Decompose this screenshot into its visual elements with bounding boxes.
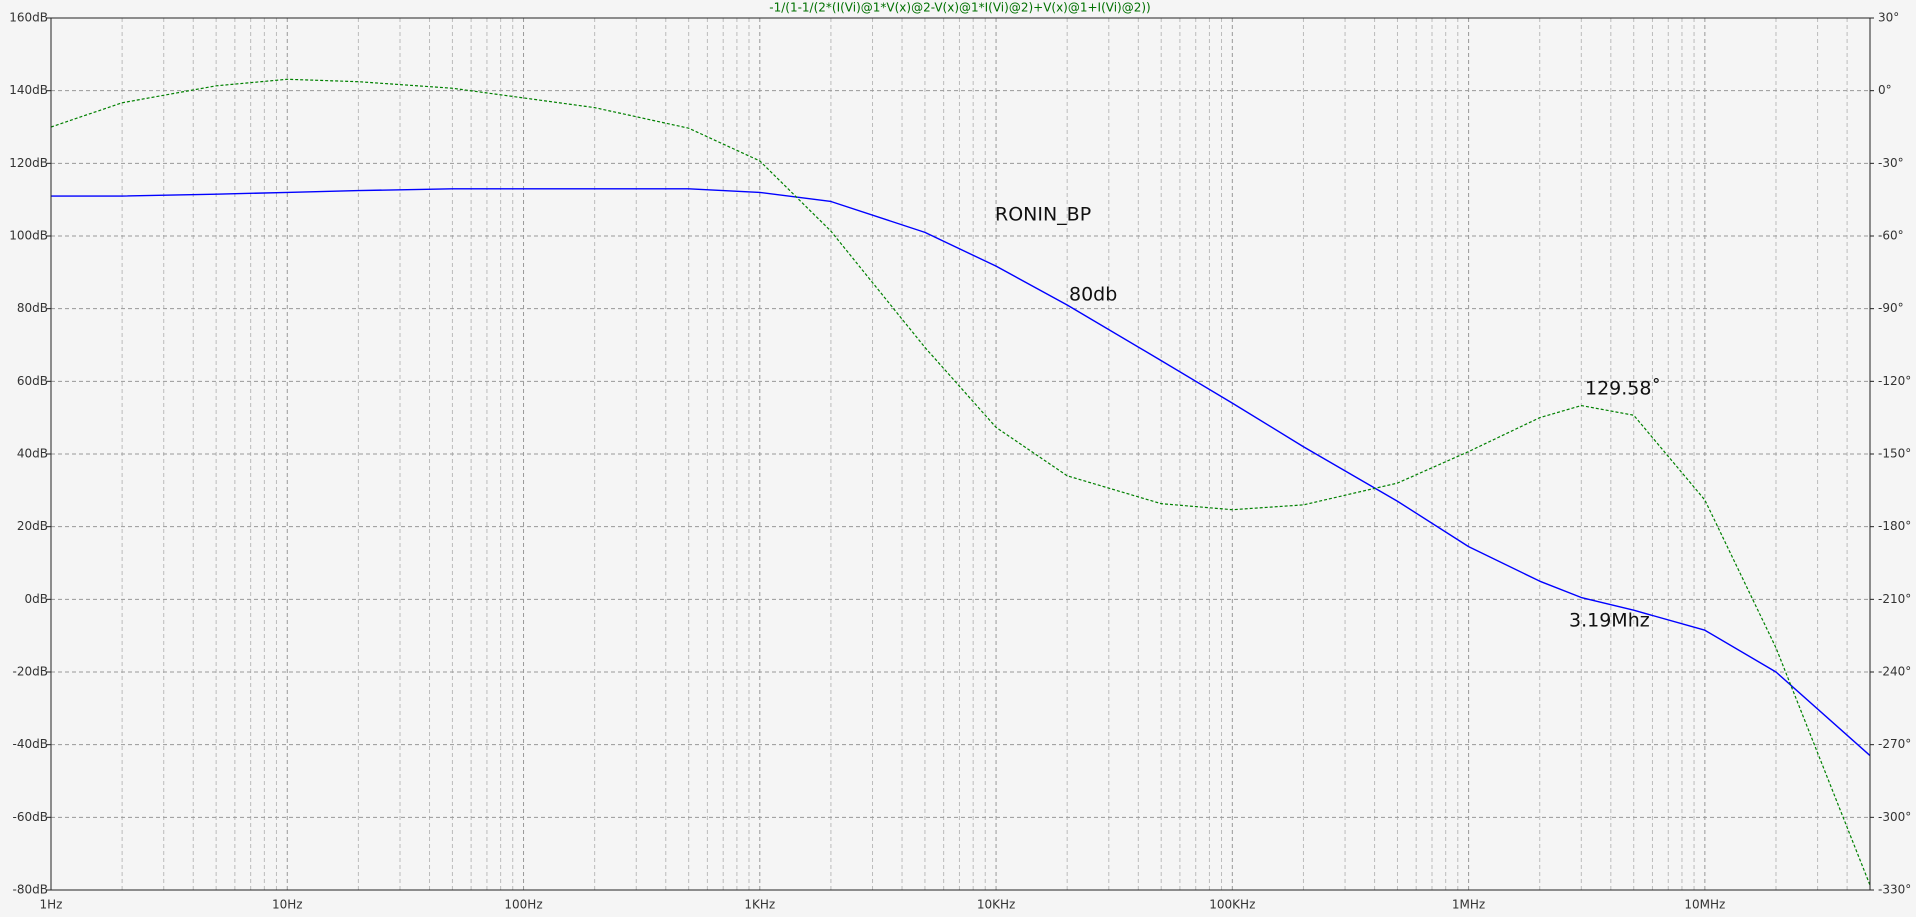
annotation: 80db <box>1069 284 1117 306</box>
y-tick-label: 140dB <box>9 83 48 97</box>
annotation: RONIN_BP <box>995 204 1091 226</box>
x-tick-label: 1KHz <box>744 898 775 912</box>
series-line <box>50 78 1871 886</box>
annotation: 3.19Mhz <box>1569 610 1650 632</box>
y-tick-label: 160dB <box>9 11 48 25</box>
y2-tick-label: -180° <box>1878 519 1911 533</box>
y-tick-label: 20dB <box>17 519 48 533</box>
x-tick-label: 1MHz <box>1452 898 1485 912</box>
y-tick-label: -40dB <box>13 737 48 751</box>
y2-tick-label: -90° <box>1878 301 1904 315</box>
y2-tick-label: -300° <box>1878 810 1911 824</box>
x-tick-label: 1Hz <box>40 898 63 912</box>
y-tick-label: -80dB <box>13 883 48 897</box>
y-tick-label: 100dB <box>9 229 48 243</box>
y-tick-label: 40dB <box>17 447 48 461</box>
y-tick-label: 60dB <box>17 374 48 388</box>
y2-tick-label: 30° <box>1878 11 1899 25</box>
y2-tick-label: -330° <box>1878 883 1911 897</box>
y-tick-label: 120dB <box>9 156 48 170</box>
x-tick-label: 10MHz <box>1684 898 1725 912</box>
y2-tick-label: -120° <box>1878 374 1911 388</box>
chart-title: -1/(1-1/(2*(I(Vi)@1*V(x)@2-V(x)@1*I(Vi)@… <box>769 1 1151 15</box>
x-tick-label: 100Hz <box>504 898 542 912</box>
series-line <box>51 188 1871 757</box>
y-tick-label: -60dB <box>13 810 48 824</box>
y2-tick-label: -60° <box>1878 229 1904 243</box>
y2-tick-label: -150° <box>1878 447 1911 461</box>
x-tick-label: 10KHz <box>977 898 1015 912</box>
y-tick-label: 0dB <box>25 592 48 606</box>
y-tick-label: -20dB <box>13 665 48 679</box>
y2-tick-label: -210° <box>1878 592 1911 606</box>
x-tick-label: 100KHz <box>1209 898 1255 912</box>
y-tick-label: 80dB <box>17 301 48 315</box>
y2-tick-label: -30° <box>1878 156 1904 170</box>
y2-tick-label: -240° <box>1878 665 1911 679</box>
y2-tick-label: -270° <box>1878 737 1911 751</box>
annotation: 129.58˚ <box>1585 378 1661 400</box>
y2-tick-label: 0° <box>1878 83 1892 97</box>
x-tick-label: 10Hz <box>272 898 303 912</box>
